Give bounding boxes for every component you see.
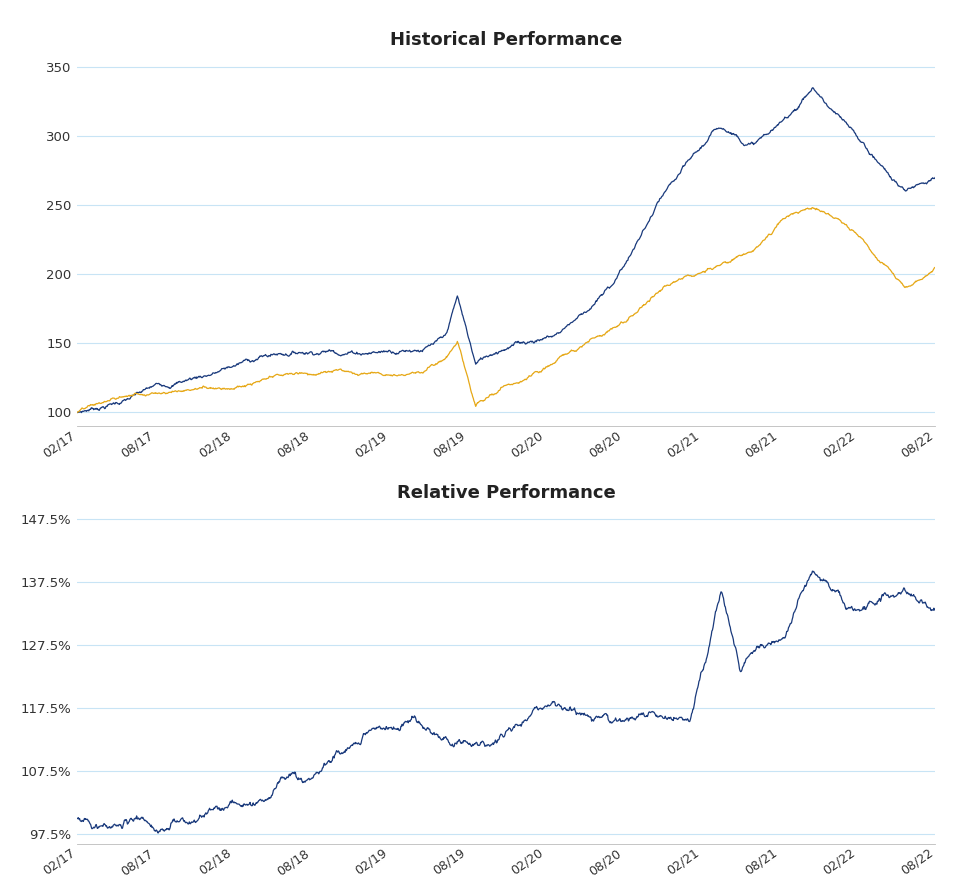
Title: Historical Performance: Historical Performance	[390, 31, 622, 49]
Title: Relative Performance: Relative Performance	[397, 484, 615, 502]
Legend: Top 4 thematic rotation, Equal-weight 22 thematics: Top 4 thematic rotation, Equal-weight 22…	[263, 500, 749, 526]
